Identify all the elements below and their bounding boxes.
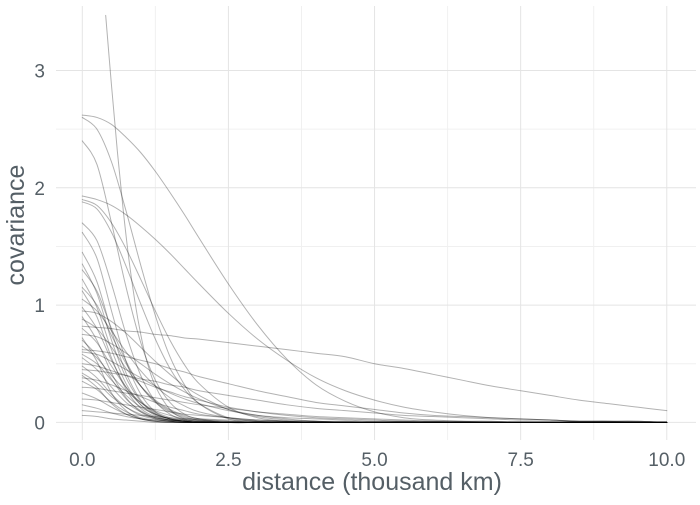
covariance-curve xyxy=(81,116,668,424)
covariance-curve xyxy=(81,269,668,424)
covariance-curve xyxy=(81,140,668,424)
covariance-curve xyxy=(81,372,668,423)
covariance-curve xyxy=(81,398,668,423)
covariance-curve xyxy=(81,404,668,423)
covariance-curve xyxy=(81,201,668,423)
covariance-curve xyxy=(81,377,668,423)
covariance-curve xyxy=(81,386,668,423)
y-tick-label: 0 xyxy=(34,413,45,434)
covariance-curve xyxy=(81,369,668,423)
covariance-curve xyxy=(81,351,668,423)
covariance-curve xyxy=(81,345,668,424)
covariance-curve xyxy=(81,414,668,423)
y-tick-label: 3 xyxy=(34,62,45,83)
covariance-curve xyxy=(81,363,668,423)
covariance-curve xyxy=(81,318,668,423)
covariance-curve xyxy=(81,222,668,423)
x-tick-label: 0.0 xyxy=(69,450,95,471)
covariance-curve xyxy=(81,337,668,423)
covariance-curve xyxy=(81,199,668,423)
covariance-curve xyxy=(81,365,668,423)
covariance-curve xyxy=(81,328,668,423)
covariance-curve xyxy=(81,195,668,423)
covariance-curve xyxy=(105,14,668,423)
covariance-curve xyxy=(81,374,668,423)
tick-layer: 0.0 2.5 5.0 7.5 10.0 0 1 2 3 xyxy=(34,62,685,471)
covariance-curve xyxy=(81,231,668,423)
covariance-curve xyxy=(81,357,668,423)
covariance-curve xyxy=(81,325,668,412)
covariance-curve xyxy=(81,316,668,423)
x-axis-title: distance (thousand km) xyxy=(242,468,502,496)
covariance-curve xyxy=(81,278,668,423)
y-tick-label: 1 xyxy=(34,296,45,317)
covariance-curve xyxy=(81,290,668,423)
x-tick-label: 5.0 xyxy=(361,450,387,471)
covariance-curve xyxy=(81,333,668,423)
covariance-curve xyxy=(81,263,668,423)
covariance-curve xyxy=(81,298,668,423)
grid-layer xyxy=(56,6,696,440)
covariance-curve xyxy=(81,287,668,423)
covariance-curve xyxy=(81,410,668,423)
covariance-curve xyxy=(81,310,668,423)
covariance-curve xyxy=(81,306,668,423)
series-layer xyxy=(81,14,668,424)
x-tick-label: 10.0 xyxy=(648,450,685,471)
covariance-curve xyxy=(81,339,668,423)
covariance-curve xyxy=(81,251,668,423)
covariance-curve xyxy=(81,114,668,423)
x-tick-label: 2.5 xyxy=(215,450,241,471)
x-tick-label: 7.5 xyxy=(507,450,533,471)
y-tick-label: 2 xyxy=(34,179,45,200)
covariance-curve xyxy=(81,353,668,423)
y-axis-title: covariance xyxy=(2,165,30,286)
covariance-curve xyxy=(81,380,668,423)
covariance-curve xyxy=(81,392,668,423)
covariance-curve xyxy=(81,349,668,423)
